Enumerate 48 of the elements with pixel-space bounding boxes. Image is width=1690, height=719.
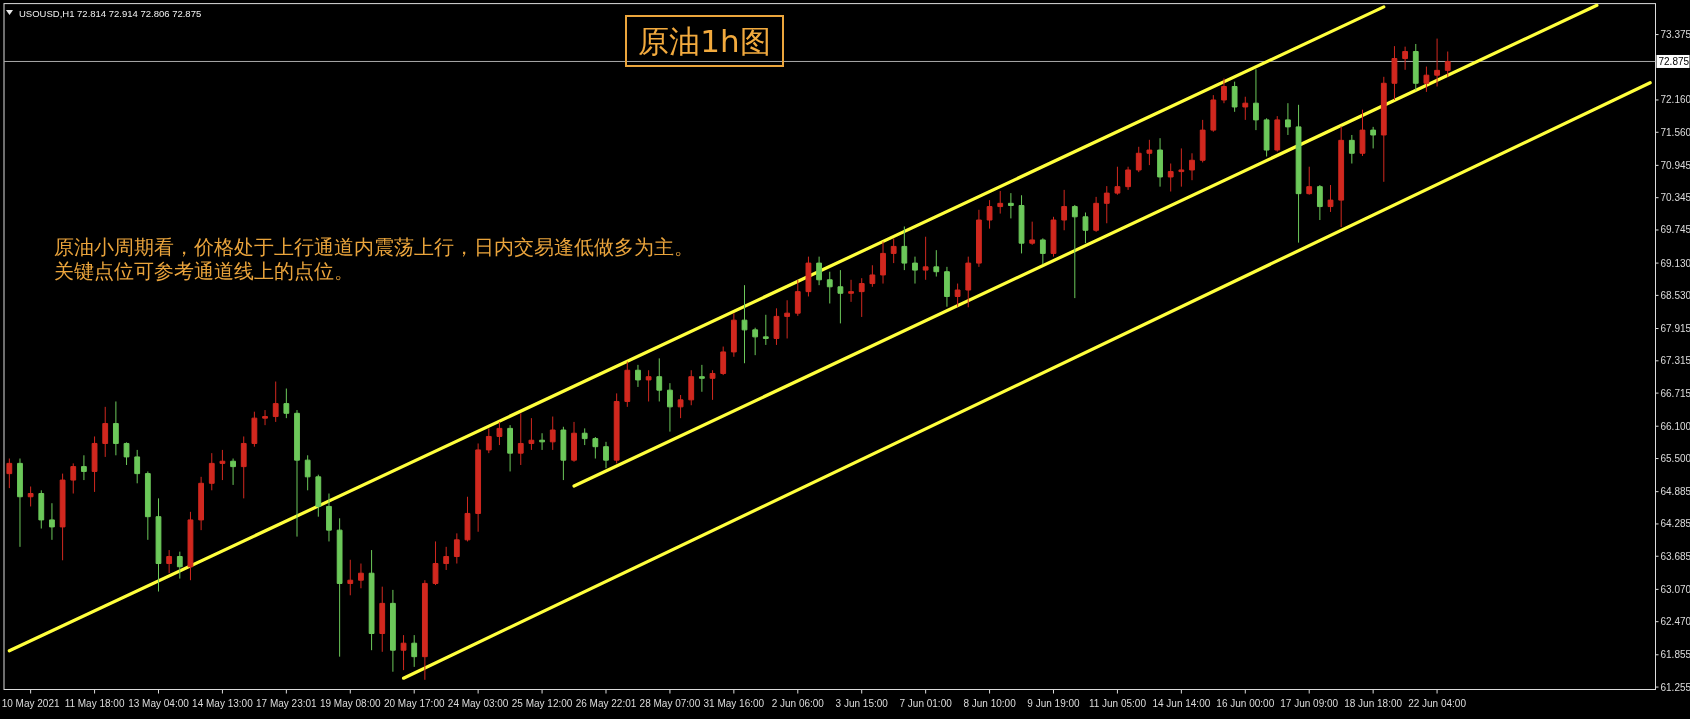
x-tick-label: 13 May 04:00 [128, 697, 189, 709]
y-tick-label: 63.070 [1660, 583, 1690, 595]
y-tick-label: 68.530 [1660, 289, 1690, 301]
x-tick-label: 11 May 18:00 [64, 697, 125, 709]
x-tick-label: 7 Jun 01:00 [899, 697, 952, 709]
x-tick-label: 2 Jun 06:00 [771, 697, 824, 709]
x-tick-label: 20 May 17:00 [383, 697, 445, 709]
x-tick-label: 19 May 08:00 [320, 697, 381, 709]
y-tick-label: 70.945 [1660, 159, 1690, 171]
y-tick-label: 73.375 [1660, 29, 1690, 41]
ref-line-label: 72.875 [1658, 56, 1690, 67]
y-tick-label: 67.915 [1660, 323, 1690, 334]
y-tick-label: 72.160 [1660, 94, 1690, 106]
y-tick-label: 66.100 [1660, 420, 1690, 432]
x-tick-label: 17 Jun 09:00 [1280, 697, 1339, 709]
y-tick-label: 61.855 [1660, 649, 1690, 661]
x-tick-label: 14 Jun 14:00 [1152, 697, 1211, 709]
annotation: 关键点位可参考通道线上的点位。 [54, 260, 354, 283]
x-tick-label: 25 May 12:00 [511, 697, 573, 709]
y-tick-label: 69.745 [1660, 224, 1690, 236]
x-tick-label: 16 Jun 00:00 [1216, 697, 1275, 709]
x-tick-label: 28 May 07:00 [639, 697, 701, 709]
x-tick-label: 22 Jun 04:00 [1408, 697, 1466, 709]
y-tick-label: 65.500 [1660, 453, 1690, 465]
x-tick-label: 10 May 2021 [1, 697, 60, 709]
y-tick-label: 70.345 [1660, 192, 1690, 204]
y-tick-label: 67.315 [1660, 355, 1690, 367]
x-tick-label: 14 May 13:00 [192, 697, 253, 709]
y-tick-label: 62.470 [1660, 616, 1690, 628]
x-tick-label: 26 May 22:01 [575, 697, 637, 709]
y-tick-label: 66.715 [1660, 387, 1690, 399]
y-tick-label: 63.685 [1660, 550, 1690, 562]
x-tick-label: 31 May 16:00 [703, 697, 765, 709]
subtitle: USOUSD,H1 72.814 72.914 72.806 72.875 [19, 7, 202, 19]
x-tick-label: 18 Jun 18:00 [1344, 697, 1403, 709]
annotation: 原油小周期看，价格处于上行通道内震荡上行，日内交易逢低做多为主。 [54, 235, 694, 259]
x-tick-label: 24 May 03:00 [447, 697, 509, 709]
x-tick-label: 11 Jun 05:00 [1088, 697, 1146, 709]
y-tick-label: 64.885 [1660, 486, 1690, 498]
x-tick-label: 8 Jun 10:00 [963, 697, 1016, 709]
y-tick-label: 71.560 [1660, 126, 1690, 138]
x-tick-label: 9 Jun 19:00 [1027, 697, 1080, 709]
x-tick-label: 3 Jun 15:00 [835, 697, 888, 709]
y-tick-label: 61.255 [1660, 681, 1690, 693]
y-tick-label: 69.130 [1660, 257, 1690, 269]
y-tick-label: 64.285 [1660, 518, 1690, 530]
x-tick-label: 17 May 23:01 [256, 697, 317, 709]
title: 原油1h图 [625, 15, 784, 67]
